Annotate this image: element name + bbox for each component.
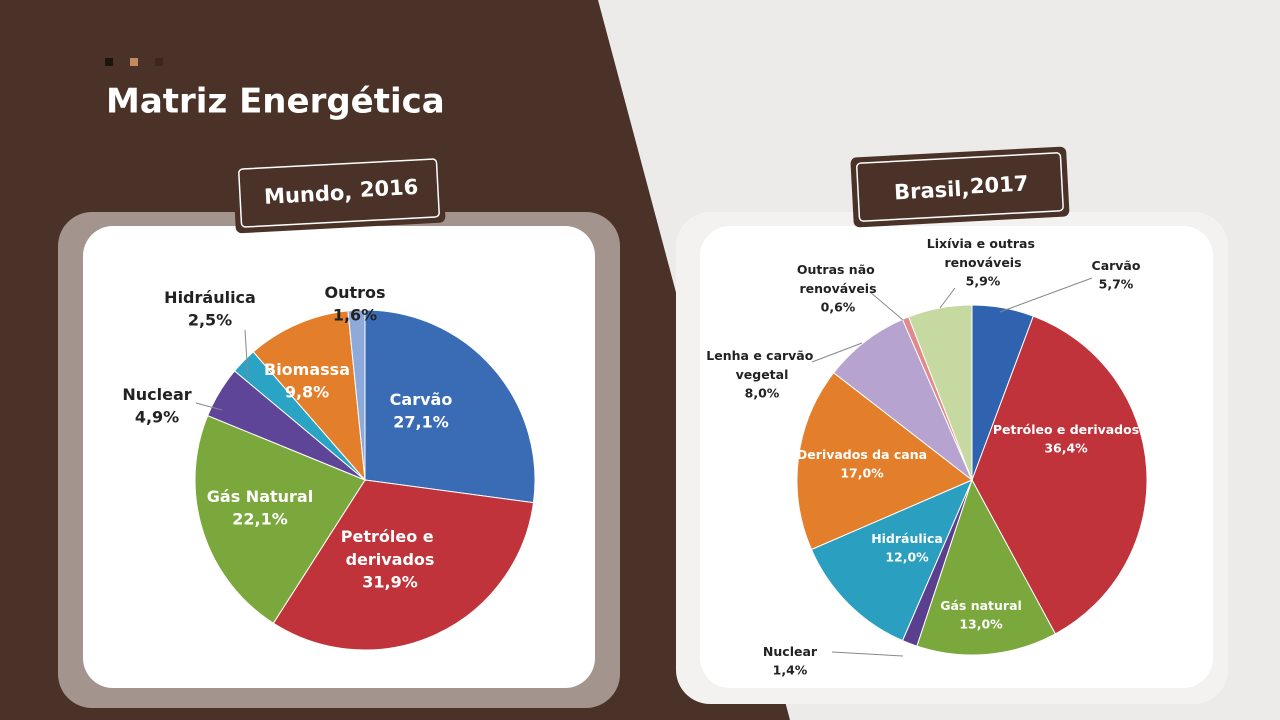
pie-slice [347, 309, 366, 481]
category-label: Petróleo e derivados [341, 527, 439, 569]
value-label: 1,4% [773, 663, 808, 678]
label-line: Gás Natural [207, 487, 313, 506]
pie-slice [810, 479, 973, 642]
label-line: Lenha e carvão [706, 348, 817, 363]
label-line: Carvão [390, 390, 453, 409]
chart-subtitle: 2016 [359, 175, 419, 202]
category-label: Gás Natural [207, 487, 313, 506]
label-line: Carvão [1092, 258, 1141, 273]
value-label: 22,1% [232, 510, 288, 529]
dot [130, 58, 138, 66]
category-label: Lixívia e outras renováveis [927, 236, 1040, 270]
category-label: Carvão [1092, 258, 1141, 273]
category-label: Gás natural [940, 598, 1022, 613]
label-line: Hidráulica [164, 288, 256, 307]
label-line: renováveis [799, 281, 876, 296]
value-label: 5,7% [1099, 277, 1134, 292]
tag-box [850, 146, 1070, 228]
label-line: Outras não [797, 262, 879, 277]
dot [105, 58, 113, 66]
label-line: Outros [324, 283, 385, 302]
label-line: derivados [346, 550, 435, 569]
label-line: Petróleo e derivados [993, 422, 1139, 437]
leader-line [999, 277, 1093, 313]
pie-slice [364, 309, 536, 504]
label-line: Biomassa [264, 360, 350, 379]
category-label: Hidráulica [164, 288, 256, 307]
label-line: Nuclear [763, 644, 818, 659]
dot [155, 58, 163, 66]
leader-line [831, 651, 904, 657]
pie-slice [916, 478, 1057, 656]
pie-slice [971, 315, 1148, 635]
category-label: Petróleo e derivados [993, 422, 1139, 437]
label-line: Hidráulica [871, 531, 943, 546]
pie-slice [252, 310, 366, 482]
category-label: Lenha e carvão vegetal [706, 348, 817, 382]
label-line: Derivados da cana [797, 447, 927, 462]
page-title: Matriz Energética [106, 82, 445, 122]
tag-border [856, 152, 1064, 222]
value-label: 2,5% [188, 311, 232, 330]
pie-slice [907, 304, 973, 481]
value-label: 5,9% [966, 274, 1001, 289]
pie-slice [796, 372, 973, 551]
label-line: renováveis [944, 255, 1021, 270]
leader-line [869, 291, 904, 321]
value-label: 27,1% [393, 413, 449, 432]
value-label: 36,4% [1044, 441, 1088, 456]
chart-subtitle: 2017 [969, 171, 1029, 198]
category-label: Derivados da cana [797, 447, 927, 462]
category-label: Nuclear [763, 644, 818, 659]
label-line: Nuclear [122, 385, 191, 404]
chart-title: Mundo, [263, 180, 352, 209]
pie-slice [194, 414, 366, 624]
label-line: Petróleo e [341, 527, 439, 546]
value-label: 1,6% [333, 306, 377, 325]
category-label: Outros [324, 283, 385, 302]
value-label: 13,0% [959, 617, 1003, 632]
value-label: 9,8% [285, 383, 329, 402]
value-label: 12,0% [885, 550, 929, 565]
value-label: 8,0% [745, 386, 780, 401]
leader-line [195, 402, 223, 411]
category-label: Hidráulica [871, 531, 943, 546]
label-line: Gás natural [940, 598, 1022, 613]
leader-line [244, 329, 249, 379]
value-label: 4,9% [135, 408, 179, 427]
tag-border [238, 158, 440, 228]
label-line: vegetal [736, 367, 789, 382]
category-label: Carvão [390, 390, 453, 409]
value-label: 0,6% [821, 300, 856, 315]
leader-line [939, 287, 956, 309]
tag: Mundo, 2016 [232, 152, 446, 234]
value-label: 17,0% [840, 466, 884, 481]
tag: Brasil, 2017 [850, 146, 1070, 228]
chart-title: Brasil, [894, 177, 971, 205]
value-label: 31,9% [362, 573, 418, 592]
leader-line [811, 342, 863, 363]
category-label: Biomassa [264, 360, 350, 379]
pie-slice [272, 479, 535, 651]
charts: Carvão 27,1% Petróleo e derivados 31,9% Gás … [122, 236, 1148, 678]
category-label: Outras não renováveis [797, 262, 879, 296]
category-label: Nuclear [122, 385, 191, 404]
tag-box [232, 152, 446, 234]
label-line: Lixívia e outras [927, 236, 1040, 251]
